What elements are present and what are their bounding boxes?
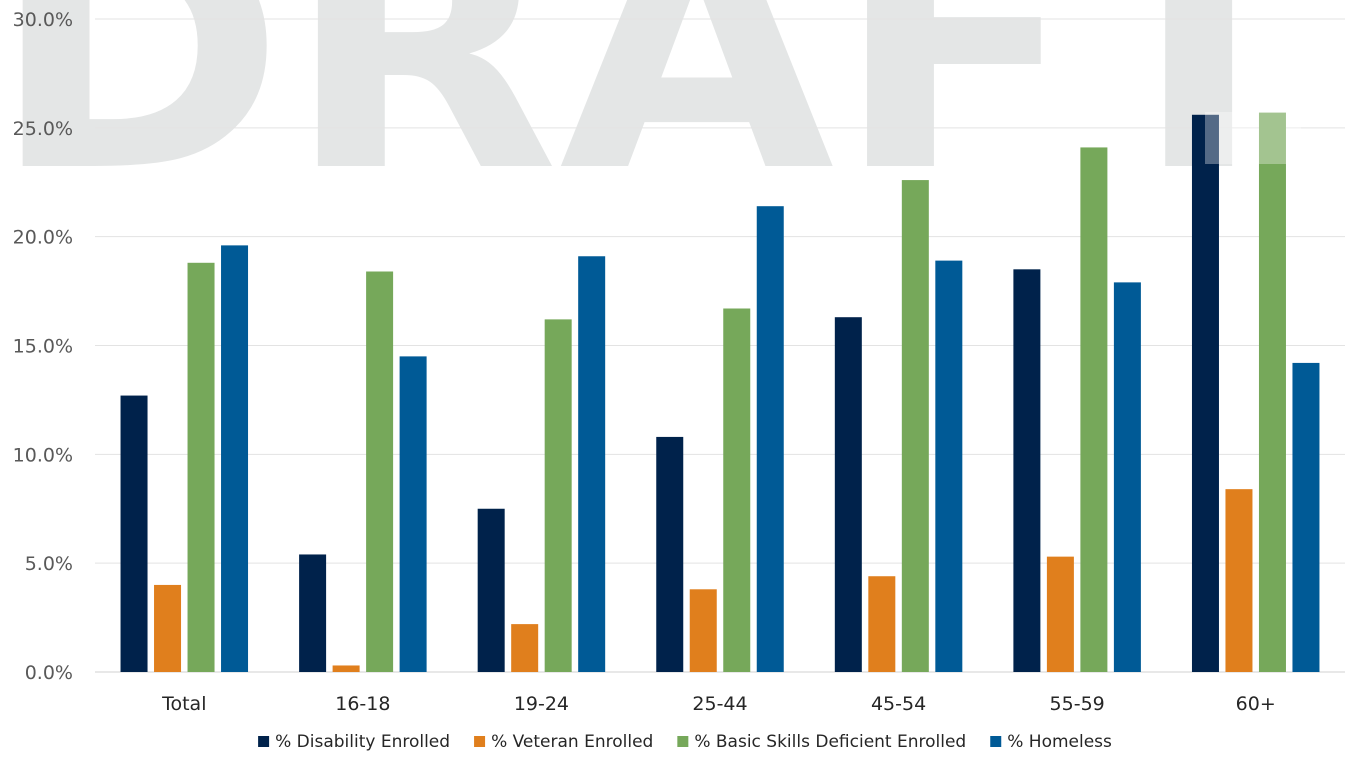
bar: [1080, 147, 1108, 672]
watermark-overlay: [1205, 112, 1301, 164]
bar: [723, 308, 751, 672]
bar: [120, 395, 148, 672]
bar: [578, 256, 606, 672]
bar: [1292, 362, 1320, 672]
y-tick-label: 5.0%: [25, 553, 73, 575]
bar: [511, 624, 539, 672]
x-category-label: 25-44: [692, 693, 747, 715]
legend-label: % Veteran Enrolled: [491, 732, 653, 752]
bar: [477, 508, 505, 672]
bar: [834, 317, 862, 672]
x-category-label: 45-54: [871, 693, 926, 715]
legend-swatch: [990, 736, 1002, 747]
bar: [901, 180, 929, 672]
bar: [1191, 114, 1219, 673]
legend-swatch: [474, 736, 486, 747]
y-tick-label: 30.0%: [13, 9, 73, 31]
bar: [935, 260, 963, 672]
y-tick-label: 15.0%: [13, 336, 73, 358]
y-tick-label: 20.0%: [13, 227, 73, 249]
bar: [868, 576, 896, 672]
legend: % Disability Enrolled % Veteran Enrolled%…: [258, 732, 1112, 752]
x-axis: Total 16-18 19-24 25-44 45-54 55-59 60+: [161, 693, 1276, 715]
bar: [1113, 282, 1141, 672]
y-tick-label: 10.0%: [13, 444, 73, 466]
bar: [1258, 112, 1286, 672]
x-category-label: 60+: [1236, 693, 1276, 715]
legend-label: % Disability Enrolled: [275, 732, 450, 752]
bar: [1013, 269, 1041, 672]
watermark: DRAFT: [0, 0, 1322, 244]
bar: [221, 245, 249, 672]
x-category-label: 19-24: [514, 693, 569, 715]
bar: [544, 319, 572, 672]
legend-label: % Basic Skills Deficient Enrolled: [694, 732, 966, 752]
bar: [187, 262, 215, 672]
legend-swatch: [258, 736, 270, 747]
watermark-text: DRAFT: [0, 0, 1322, 244]
watermark-overlay-band: [1205, 112, 1301, 164]
bar: [399, 356, 427, 672]
bar: [756, 206, 784, 672]
x-category-label: 55-59: [1050, 693, 1105, 715]
legend-swatch: [677, 736, 689, 747]
legend-label: % Homeless: [1007, 732, 1112, 752]
y-tick-label: 25.0%: [13, 118, 73, 140]
y-tick-label: 0.0%: [25, 662, 73, 684]
bars: [120, 112, 1320, 673]
bar: [366, 271, 394, 672]
x-category-label: 16-18: [335, 693, 390, 715]
bar: [656, 436, 684, 672]
bar: [1046, 556, 1074, 672]
x-category-label: Total: [161, 693, 206, 715]
bar: [299, 554, 327, 672]
bar: [689, 589, 717, 672]
bar: [154, 584, 182, 672]
bar: [332, 665, 360, 672]
y-axis: 0.0% 5.0% 10.0% 15.0% 20.0% 25.0% 30.0%: [13, 9, 73, 684]
bar: [1225, 489, 1253, 672]
